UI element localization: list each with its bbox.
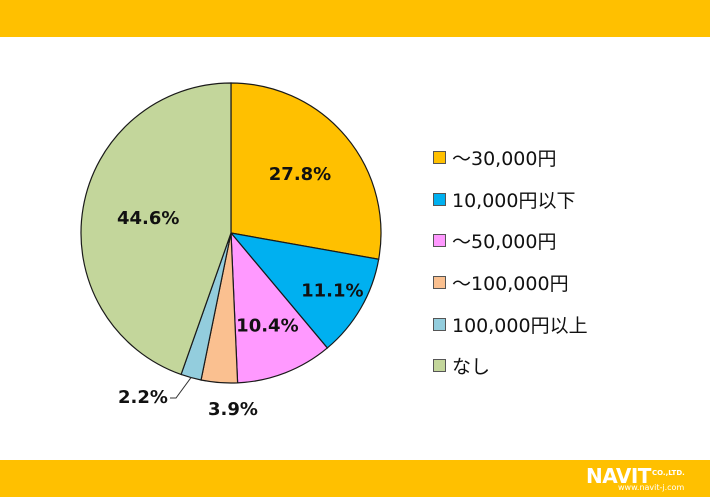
legend-swatch bbox=[433, 276, 446, 290]
legend-label: 10,000円以下 bbox=[452, 189, 576, 212]
logo-suffix: CO.,LTD. bbox=[652, 469, 685, 477]
legend-swatch bbox=[433, 359, 446, 373]
bottom-banner bbox=[0, 460, 710, 497]
legend-label: なし bbox=[452, 356, 491, 379]
legend-item-upto-50000: ～50,000円 bbox=[433, 220, 588, 262]
navit-logo: NAVIT CO.,LTD. www.navit-j.com bbox=[586, 464, 706, 494]
legend-label: ～100,000円 bbox=[452, 273, 569, 296]
legend-item-upto-100000: ～100,000円 bbox=[433, 262, 588, 304]
pie-slice-upto-50000 bbox=[230, 231, 329, 384]
pie-slice-none bbox=[80, 82, 232, 376]
legend-item-over-100000: 100,000円以上 bbox=[433, 303, 588, 345]
pie-slice-under-10000 bbox=[229, 232, 380, 349]
legend-swatch bbox=[433, 317, 446, 331]
legend-item-none: なし bbox=[433, 345, 588, 387]
data-label-under-10000: 11.1% bbox=[301, 281, 363, 302]
legend-item-under-10000: 10,000円以下 bbox=[433, 179, 588, 221]
logo-brand: NAVIT bbox=[586, 464, 651, 488]
legend-label: 100,000円以上 bbox=[452, 314, 588, 337]
data-label-none: 44.6% bbox=[117, 208, 179, 229]
legend-item-upto-30000: ～30,000円 bbox=[433, 137, 588, 179]
logo-url: www.navit-j.com bbox=[618, 483, 685, 492]
data-label-upto-50000: 10.4% bbox=[236, 316, 298, 337]
legend-label: ～50,000円 bbox=[452, 231, 557, 254]
legend-swatch bbox=[433, 234, 446, 248]
data-label-upto-30000: 27.8% bbox=[269, 164, 331, 185]
top-banner bbox=[0, 0, 710, 37]
leader-line-over-100000 bbox=[170, 377, 192, 399]
chart-legend: ～30,000円 10,000円以下 ～50,000円 ～100,000円 10… bbox=[433, 137, 588, 387]
legend-swatch bbox=[433, 192, 446, 206]
data-label-over-100000: 2.2% bbox=[118, 387, 168, 408]
legend-label: ～30,000円 bbox=[452, 148, 557, 171]
legend-swatch bbox=[433, 151, 446, 165]
data-label-upto-100000: 3.9% bbox=[208, 399, 258, 420]
pie-slice-upto-30000 bbox=[230, 82, 382, 260]
